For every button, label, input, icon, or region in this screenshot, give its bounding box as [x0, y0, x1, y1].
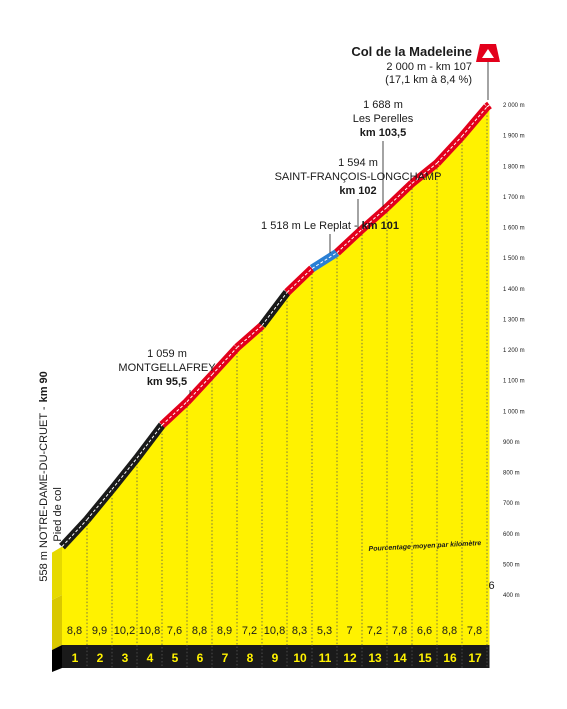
gradient-label: 7,6	[167, 625, 182, 637]
annotation-altitude: 1 059 m	[147, 348, 187, 360]
km-label: 12	[343, 651, 357, 665]
profile-area	[62, 105, 490, 595]
gradient-strip	[62, 595, 490, 645]
gradient-label: 7	[346, 625, 352, 637]
km-label: 15	[418, 651, 432, 665]
gradient-label: 6	[488, 580, 494, 592]
y-tick-label: 1 800 m	[503, 164, 525, 170]
y-tick-label: 1 200 m	[503, 348, 525, 354]
annotation-km: km 102	[339, 185, 376, 197]
route-dash	[136, 424, 163, 459]
y-tick-label: 1 400 m	[503, 287, 525, 293]
y-tick-label: 600 m	[503, 532, 520, 538]
annotation-altitude: 1 594 m	[338, 157, 378, 169]
route-dash	[236, 325, 263, 348]
route-dash	[186, 374, 213, 403]
km-label: 11	[319, 651, 332, 665]
km-label: 13	[368, 651, 382, 665]
route-dash	[61, 519, 88, 547]
km-strip	[62, 645, 490, 668]
annotation: 1 518 m Le Replat - km 101	[261, 220, 399, 232]
km-label: 17	[468, 651, 482, 665]
km-label: 5	[172, 651, 179, 665]
gradient-label: 9,9	[92, 625, 107, 637]
annotation-text: 1 518 m Le Replat -	[261, 220, 358, 232]
gradient-label: 7,8	[392, 625, 407, 637]
profile-side	[52, 546, 62, 600]
route-dash	[211, 347, 238, 376]
route-dash	[486, 104, 490, 108]
y-tick-label: 1 900 m	[503, 134, 525, 140]
annotation-name: MONTGELLAFREY	[118, 362, 216, 374]
km-label: 7	[222, 651, 229, 665]
km-label: 16	[443, 651, 457, 665]
annotation-km: km 103,5	[360, 127, 406, 139]
gradient-label: 7,8	[467, 625, 482, 637]
annotation-name: SAINT-FRANÇOIS-LONGCHAMP	[275, 171, 442, 183]
km-label: 8	[247, 651, 254, 665]
y-tick-label: 1 300 m	[503, 317, 525, 323]
y-tick-label: 500 m	[503, 562, 520, 568]
y-tick-label: 1 700 m	[503, 195, 525, 201]
chart-title: Col de la Madeleine	[351, 44, 472, 59]
route-dash	[336, 228, 363, 253]
km-label: 1	[72, 651, 79, 665]
y-tick-label: 1 100 m	[503, 379, 525, 385]
km-label: 2	[97, 651, 104, 665]
km-label: 10	[293, 651, 307, 665]
start-text: 558 m NOTRE-DAME-DU-CRUET -	[38, 406, 50, 582]
y-tick-label: 1 600 m	[503, 226, 525, 232]
route-dash	[361, 206, 388, 230]
y-tick-label: 700 m	[503, 501, 520, 507]
gradient-label: 8,8	[442, 625, 457, 637]
annotation-altitude: 1 688 m	[363, 99, 403, 111]
start-label: 558 m NOTRE-DAME-DU-CRUET - km 90	[38, 371, 50, 581]
gradient-label: 5,3	[317, 625, 332, 637]
y-tick-label: 800 m	[503, 471, 520, 477]
gradient-label: 10,2	[114, 625, 135, 637]
annotation-name: Les Perelles	[353, 113, 414, 125]
gradient-label: 10,8	[139, 625, 160, 637]
km-label: 9	[272, 651, 279, 665]
route-dash	[111, 457, 138, 490]
start-km: km 90	[38, 371, 50, 402]
route-dash	[411, 162, 438, 184]
annotation-km: km 95,5	[147, 376, 187, 388]
gradient-label: 6,6	[417, 625, 432, 637]
annotation-km: km 101	[362, 220, 399, 232]
km-label: 14	[393, 651, 407, 665]
summit-icon	[482, 49, 494, 58]
route-dash	[386, 183, 413, 208]
chart-summary: (17,1 km à 8,4 %)	[385, 74, 472, 86]
gradient-label: 10,8	[264, 625, 285, 637]
km-strip-side	[52, 645, 62, 672]
route-dash	[436, 135, 463, 164]
route-dash	[161, 401, 188, 426]
gradient-label: 8,8	[192, 625, 207, 637]
start-note: Pied de col	[52, 487, 64, 541]
gradient-label: 7,2	[242, 625, 257, 637]
km-label: 3	[122, 651, 129, 665]
route-dash	[286, 268, 313, 293]
base-side	[52, 595, 62, 650]
gradient-label: 7,2	[367, 625, 382, 637]
gradient-label: 8,3	[292, 625, 307, 637]
route-dash	[461, 106, 488, 137]
y-tick-label: 2 000 m	[503, 103, 525, 109]
km-label: 4	[147, 651, 154, 665]
y-tick-label: 400 m	[503, 593, 520, 599]
y-tick-label: 900 m	[503, 440, 520, 446]
y-tick-label: 1 500 m	[503, 256, 525, 262]
gradient-segment	[309, 249, 340, 272]
gradient-label: 8,9	[217, 625, 232, 637]
route-dash	[261, 292, 288, 326]
y-tick-label: 1 000 m	[503, 409, 525, 415]
gradient-label: 8,8	[67, 625, 82, 637]
route-dash	[86, 489, 113, 520]
chart-subtitle: 2 000 m - km 107	[386, 61, 472, 73]
km-label: 6	[197, 651, 204, 665]
